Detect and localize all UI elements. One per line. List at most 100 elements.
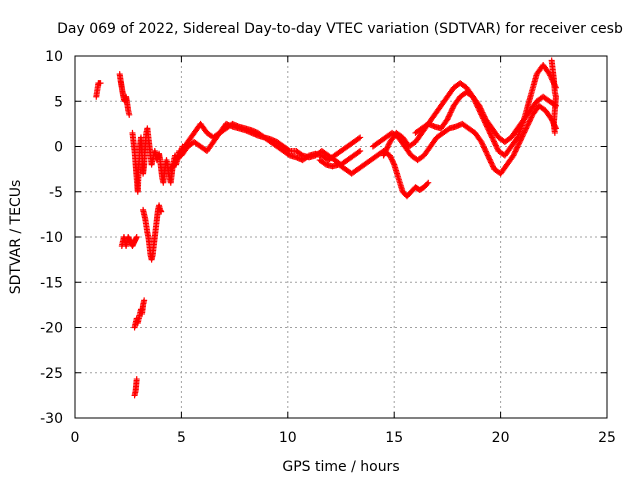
series-arc-i: [178, 120, 364, 164]
data-point: [512, 147, 519, 154]
y-tick-label: -25: [40, 366, 63, 382]
x-tick-label: 25: [598, 430, 616, 446]
data-point: [158, 208, 165, 215]
data-point: [492, 141, 499, 148]
data-point: [488, 159, 495, 166]
data-point: [479, 141, 486, 148]
data-point: [521, 129, 528, 136]
data-point: [516, 140, 523, 147]
data-point: [478, 108, 485, 115]
data-point: [524, 122, 531, 129]
y-tick-label: -20: [40, 321, 63, 337]
data-point: [481, 113, 488, 120]
data-point: [528, 114, 535, 121]
data-point: [487, 130, 494, 137]
x-tick-label: 20: [492, 430, 510, 446]
data-point: [382, 148, 389, 155]
series-arc-b: [116, 71, 133, 118]
x-tick-label: 5: [177, 430, 186, 446]
data-point: [476, 102, 483, 109]
series-arc-d: [118, 234, 140, 250]
data-point: [482, 148, 489, 155]
data-point: [487, 157, 494, 164]
data-point: [527, 115, 534, 122]
data-point: [519, 133, 526, 140]
data-point: [488, 133, 495, 140]
data-point: [480, 143, 487, 150]
data-point: [485, 153, 492, 160]
data-point: [525, 119, 532, 126]
grid: [75, 56, 607, 418]
data-point: [486, 156, 493, 163]
data-point: [383, 145, 390, 152]
data-point: [478, 138, 485, 145]
data-point: [490, 137, 497, 144]
data-point: [425, 179, 432, 186]
plot-frame: [74, 55, 608, 419]
data-point: [355, 148, 362, 155]
data-point: [513, 145, 520, 152]
data-points: [93, 57, 559, 399]
data-point: [494, 145, 501, 152]
data-point: [384, 144, 391, 151]
data-point: [491, 138, 498, 145]
data-point: [381, 151, 388, 158]
data-point: [446, 112, 453, 119]
data-point: [514, 144, 521, 151]
data-point: [515, 141, 522, 148]
data-point: [444, 116, 451, 123]
data-point: [481, 144, 488, 151]
data-point: [133, 376, 140, 383]
data-point: [489, 135, 496, 142]
data-point: [551, 129, 558, 136]
series-arc-g: [131, 376, 140, 399]
data-point: [478, 106, 485, 113]
data-point: [424, 180, 431, 187]
series-arc-e: [140, 202, 165, 263]
data-point: [521, 128, 528, 135]
y-tick-label: -5: [49, 185, 63, 201]
data-point: [484, 151, 491, 158]
data-point: [385, 143, 392, 150]
data-point: [445, 114, 452, 121]
data-point: [526, 118, 533, 125]
data-point: [381, 149, 388, 156]
series-arc-a: [93, 80, 104, 100]
data-point: [479, 109, 486, 116]
data-point: [97, 80, 104, 87]
data-point: [510, 152, 517, 159]
data-point: [479, 140, 486, 147]
data-point: [488, 160, 495, 167]
data-point: [476, 104, 483, 111]
data-point: [355, 135, 362, 142]
data-point: [526, 117, 533, 124]
data-point: [523, 125, 530, 132]
series-arc-f: [131, 297, 148, 331]
data-point: [485, 127, 492, 134]
data-point: [357, 148, 364, 155]
data-point: [133, 234, 140, 240]
data-point: [489, 162, 496, 169]
y-tick-label: -10: [40, 230, 63, 246]
data-point: [448, 106, 455, 113]
data-point: [512, 148, 519, 155]
data-point: [492, 142, 499, 149]
data-point: [514, 143, 521, 150]
data-point: [511, 149, 518, 156]
data-point: [489, 134, 496, 141]
data-point: [520, 130, 527, 137]
data-point: [357, 134, 364, 141]
data-point: [446, 110, 453, 117]
data-point: [480, 112, 487, 119]
data-point: [486, 155, 493, 162]
data-point: [482, 147, 489, 154]
data-point: [477, 105, 484, 112]
x-tick-label: 10: [279, 430, 297, 446]
x-tick-label: 15: [385, 430, 403, 446]
data-point: [448, 108, 455, 115]
data-point: [519, 132, 526, 139]
data-point: [486, 129, 493, 136]
y-tick-label: -30: [40, 411, 63, 427]
data-point: [489, 163, 496, 170]
